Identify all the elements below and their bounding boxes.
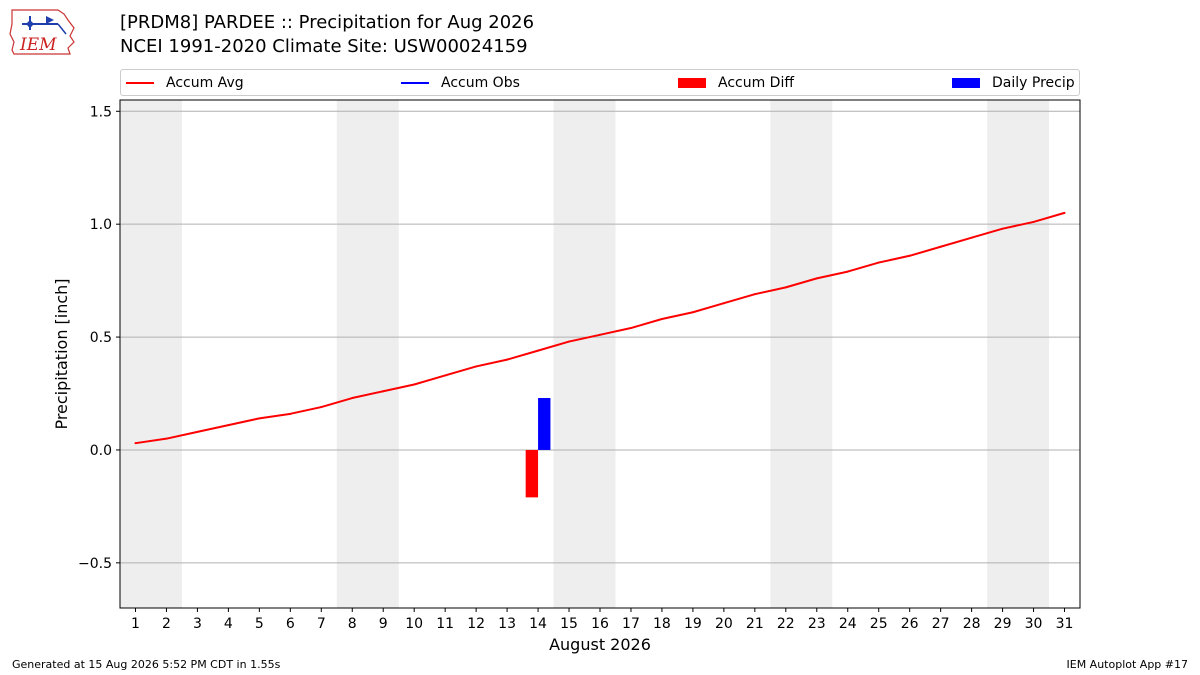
y-tick-label-1: 0.0	[90, 443, 112, 459]
accum-avg-point-17	[629, 327, 632, 330]
x-tick-label-2: 2	[162, 616, 171, 632]
accum-avg-point-29	[1001, 227, 1004, 230]
accum-avg-point-6	[289, 412, 292, 415]
y-tick-label-2: 0.5	[90, 330, 112, 346]
accum-avg-point-28	[970, 236, 973, 239]
logo-text: IEM	[19, 35, 57, 55]
x-axis-label: August 2026	[549, 635, 651, 654]
x-tick-label-24: 24	[839, 616, 857, 632]
accum-avg-point-21	[753, 293, 756, 296]
x-tick-label-9: 9	[379, 616, 388, 632]
x-tick-label-18: 18	[653, 616, 671, 632]
accum-avg-point-15	[568, 340, 571, 343]
accum-avg-point-19	[691, 311, 694, 314]
accum-avg-point-20	[722, 302, 725, 305]
accum-avg-point-23	[815, 277, 818, 280]
accum-avg-point-3	[196, 430, 199, 433]
accum-avg-point-22	[784, 286, 787, 289]
x-tick-label-31: 31	[1056, 616, 1074, 632]
accum-avg-point-13	[506, 358, 509, 361]
accum-avg-point-12	[475, 365, 478, 368]
iem-logo: IEM	[9, 9, 75, 55]
x-tick-label-3: 3	[193, 616, 202, 632]
weekend-band-2	[553, 100, 616, 608]
chart-title: [PRDM8] PARDEE :: Precipitation for Aug …	[120, 12, 535, 33]
legend-item-accum-obs: Accum Obs	[401, 70, 520, 95]
y-tick-label-4: 1.5	[90, 104, 112, 120]
accum-avg-point-11	[444, 374, 447, 377]
legend-swatch-accum-obs	[401, 81, 429, 84]
x-tick-label-17: 17	[622, 616, 640, 632]
x-tick-label-8: 8	[348, 616, 357, 632]
legend-swatch-accum-diff	[678, 77, 706, 88]
accum-avg-point-16	[599, 333, 601, 336]
legend-swatch-accum-avg	[126, 81, 154, 84]
weekend-band-3	[770, 100, 833, 608]
legend-item-accum-avg: Accum Avg	[126, 70, 244, 95]
weekend-band-4	[987, 100, 1050, 608]
x-tick-label-22: 22	[777, 616, 795, 632]
accum-avg-point-26	[908, 254, 911, 257]
x-tick-label-6: 6	[286, 616, 295, 632]
x-tick-label-13: 13	[498, 616, 516, 632]
daily-precip-bar-14	[538, 398, 551, 450]
x-tick-label-1: 1	[131, 616, 140, 632]
x-tick-label-23: 23	[808, 616, 826, 632]
x-tick-label-29: 29	[994, 616, 1012, 632]
x-tick-label-5: 5	[255, 616, 264, 632]
x-tick-label-14: 14	[529, 616, 547, 632]
accum-avg-point-27	[939, 245, 942, 248]
weekend-band-0	[120, 100, 182, 608]
x-tick-label-27: 27	[932, 616, 950, 632]
legend-swatch-daily-precip	[952, 77, 980, 88]
legend-label-accum-diff: Accum Diff	[718, 74, 795, 91]
x-tick-label-30: 30	[1025, 616, 1043, 632]
x-tick-label-11: 11	[436, 616, 454, 632]
legend-item-accum-diff: Accum Diff	[678, 70, 794, 95]
weekend-band-1	[336, 100, 399, 608]
x-tick-label-12: 12	[467, 616, 485, 632]
accum-avg-point-18	[660, 318, 663, 321]
accum-avg-point-24	[846, 270, 849, 273]
x-tick-label-28: 28	[963, 616, 981, 632]
accum-avg-point-7	[320, 406, 323, 409]
x-tick-label-21: 21	[746, 616, 764, 632]
x-tick-label-7: 7	[317, 616, 326, 632]
y-tick-label-0: −0.5	[78, 556, 112, 572]
legend-item-daily-precip: Daily Precip	[952, 70, 1075, 95]
accum-avg-point-1	[134, 442, 137, 445]
chart-subtitle: NCEI 1991-2020 Climate Site: USW00024159	[120, 36, 528, 57]
accum-avg-point-2	[165, 437, 168, 440]
accum-avg-point-14	[537, 349, 540, 352]
x-tick-label-20: 20	[715, 616, 733, 632]
x-tick-label-19: 19	[684, 616, 702, 632]
accum-avg-point-31	[1063, 211, 1066, 214]
legend-label-accum-obs: Accum Obs	[441, 74, 520, 91]
y-tick-label-3: 1.0	[90, 217, 112, 233]
accum-avg-point-9	[382, 390, 385, 393]
x-tick-label-26: 26	[901, 616, 919, 632]
x-tick-label-15: 15	[560, 616, 578, 632]
legend-label-accum-avg: Accum Avg	[166, 74, 244, 91]
legend-label-daily-precip: Daily Precip	[992, 74, 1075, 91]
accum-avg-point-4	[227, 424, 230, 427]
x-tick-label-10: 10	[405, 616, 423, 632]
accum-avg-point-5	[258, 417, 261, 420]
accum-diff-bar-14	[525, 449, 539, 498]
accum-avg-point-30	[1032, 220, 1035, 223]
accum-avg-point-10	[413, 383, 416, 386]
accum-avg-point-8	[351, 397, 354, 400]
accum-avg-point-25	[877, 261, 880, 264]
x-tick-label-16: 16	[591, 616, 609, 632]
chart-legend: Accum Avg Accum Obs Accum Diff Daily Pre…	[120, 69, 1080, 96]
y-axis-label: Precipitation [inch]	[52, 278, 71, 429]
footer-generated-text: Generated at 15 Aug 2026 5:52 PM CDT in …	[12, 658, 281, 671]
x-tick-label-4: 4	[224, 616, 233, 632]
footer-app-label: IEM Autoplot App #17	[1066, 658, 1189, 671]
x-tick-label-25: 25	[870, 616, 888, 632]
